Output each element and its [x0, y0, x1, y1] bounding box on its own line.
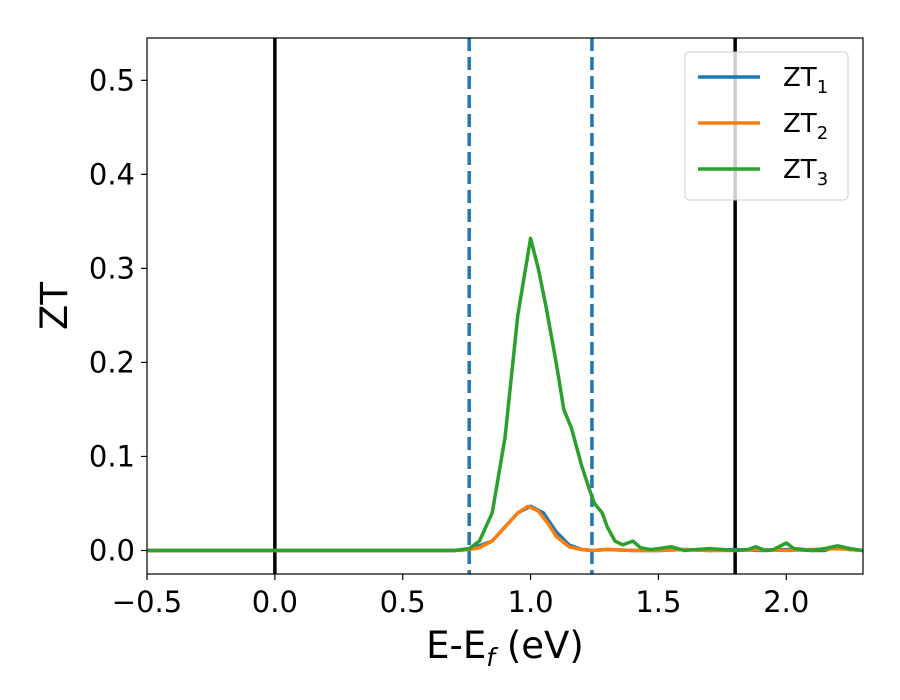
- series-line-3: [147, 236, 863, 553]
- y-axis-label: ZT: [33, 282, 76, 330]
- legend-label-2: ZT2: [783, 109, 828, 144]
- x-tick-label: 2.0: [763, 585, 809, 619]
- x-tick-label: 0.5: [380, 585, 426, 619]
- x-tick-label: 0.0: [252, 585, 298, 619]
- y-tick-label: 0.0: [89, 533, 135, 567]
- series-lines: [147, 236, 863, 553]
- x-tick-label: −0.5: [112, 585, 182, 619]
- legend-label-1: ZT1: [783, 63, 828, 98]
- y-tick-label: 0.5: [89, 63, 135, 97]
- y-tick-label: 0.3: [89, 251, 135, 285]
- y-tick-label: 0.2: [89, 345, 135, 379]
- reference-lines: [273, 38, 737, 574]
- x-axis-ticks: −0.5 0.0 0.5 1.0 1.5 2.0: [112, 574, 809, 619]
- legend: ZT1 ZT2 ZT3: [684, 51, 849, 201]
- x-axis-label: E-Ef (eV): [426, 624, 584, 672]
- y-axis-ticks: 0.0 0.1 0.2 0.3 0.4 0.5: [89, 63, 147, 567]
- x-tick-label: 1.5: [635, 585, 681, 619]
- y-tick-label: 0.4: [89, 157, 135, 191]
- plot-frame: [146, 37, 864, 575]
- x-tick-label: 1.0: [508, 585, 554, 619]
- legend-label-3: ZT3: [783, 155, 828, 190]
- y-tick-label: 0.1: [89, 439, 135, 473]
- series-line-2: [147, 504, 863, 553]
- legend-box: [684, 51, 849, 201]
